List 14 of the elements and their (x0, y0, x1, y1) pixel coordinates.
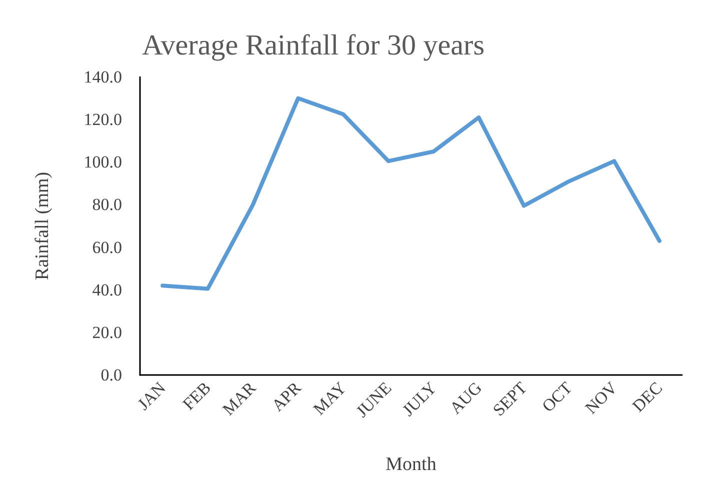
line-series (160, 96, 662, 291)
y-tick-label: 60.0 (92, 238, 122, 257)
x-tick-label: APR (268, 378, 306, 416)
y-tick-label: 40.0 (92, 280, 122, 300)
y-tick-label: 80.0 (92, 195, 122, 214)
y-tick-label: 20.0 (92, 322, 122, 342)
y-axis-title: Rainfall (mm) (32, 172, 53, 280)
y-tick-label: 140.0 (84, 68, 122, 86)
chart-title: Average Rainfall for 30 years (142, 30, 484, 62)
y-tick-label: 120.0 (84, 110, 122, 130)
y-tick-label: 100.0 (84, 152, 122, 172)
y-tick-label: 0.0 (100, 366, 122, 384)
x-axis-title: Month (386, 454, 437, 475)
x-tick-label: FEB (179, 378, 214, 414)
